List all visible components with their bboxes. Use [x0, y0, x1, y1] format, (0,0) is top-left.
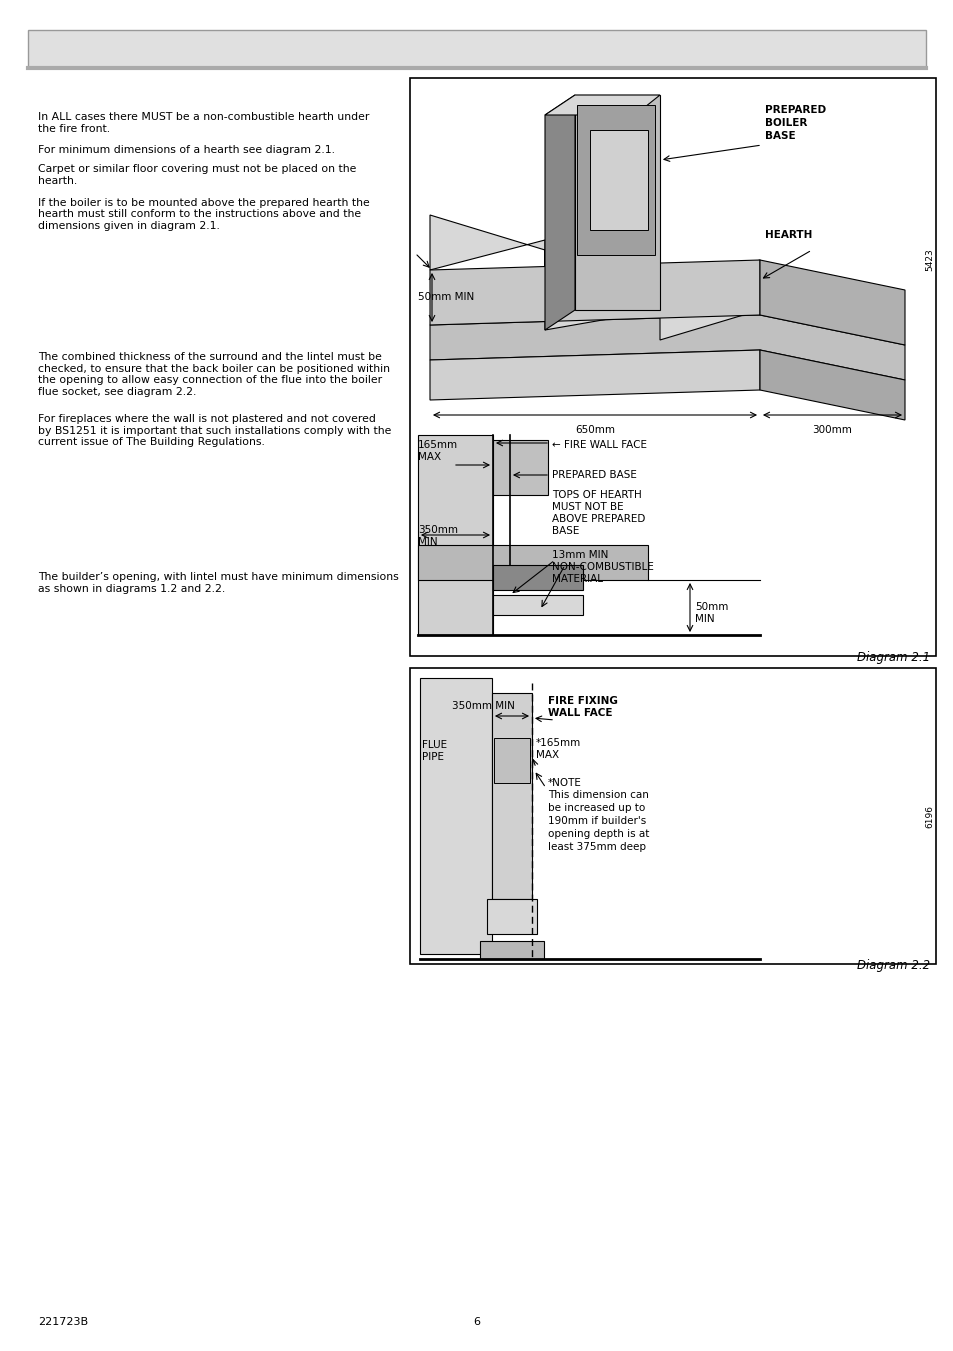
Text: MAX: MAX [417, 453, 440, 462]
Text: 350mm: 350mm [417, 526, 457, 535]
Polygon shape [430, 350, 760, 400]
Text: HEARTH: HEARTH [764, 230, 812, 240]
Text: 300mm: 300mm [811, 426, 851, 435]
Text: 50mm MIN: 50mm MIN [417, 292, 474, 303]
Bar [486, 898, 537, 934]
Bar [493, 594, 582, 615]
Bar [479, 942, 543, 959]
Text: This dimension can: This dimension can [547, 790, 648, 800]
Polygon shape [760, 259, 904, 345]
Bar [493, 440, 547, 494]
Bar [493, 565, 582, 590]
Polygon shape [760, 350, 904, 420]
Text: 221723B: 221723B [38, 1317, 88, 1327]
Bar [417, 435, 493, 635]
Text: BASE: BASE [552, 526, 578, 536]
Text: *165mm: *165mm [536, 738, 580, 748]
Text: PREPARED: PREPARED [764, 105, 825, 115]
Text: Diagram 2.1: Diagram 2.1 [856, 651, 929, 663]
Polygon shape [430, 315, 904, 380]
Polygon shape [544, 95, 575, 330]
Text: opening depth is at: opening depth is at [547, 830, 649, 839]
Bar [28, 30, 925, 68]
Bar [419, 678, 492, 954]
Text: WALL FACE: WALL FACE [547, 708, 612, 717]
Text: PREPARED BASE: PREPARED BASE [552, 470, 637, 480]
Text: MIN: MIN [695, 613, 714, 624]
Text: The combined thickness of the surround and the lintel must be
checked, to ensure: The combined thickness of the surround a… [38, 353, 390, 397]
Bar [410, 667, 935, 965]
Polygon shape [430, 259, 760, 326]
Text: BOILER: BOILER [764, 118, 806, 128]
Text: MIN: MIN [417, 536, 437, 547]
Bar [28, 68, 925, 70]
Text: The builder’s opening, with lintel must have minimum dimensions
as shown in diag: The builder’s opening, with lintel must … [38, 571, 398, 593]
Text: ABOVE PREPARED: ABOVE PREPARED [552, 513, 644, 524]
Text: least 375mm deep: least 375mm deep [547, 842, 645, 852]
Text: FLUE: FLUE [421, 740, 447, 750]
Text: *NOTE: *NOTE [547, 778, 581, 788]
Text: 50mm: 50mm [695, 603, 727, 612]
Text: 165mm: 165mm [417, 440, 457, 450]
Text: Carpet or similar floor covering must not be placed on the
hearth.: Carpet or similar floor covering must no… [38, 165, 356, 186]
Text: MATERIAL: MATERIAL [552, 574, 602, 584]
Text: In ALL cases there MUST be a non-combustible hearth under
the fire front.: In ALL cases there MUST be a non-combust… [38, 112, 369, 134]
Bar [410, 78, 935, 657]
Text: 190mm if builder's: 190mm if builder's [547, 816, 645, 825]
Text: For fireplaces where the wall is not plastered and not covered
by BS1251 it is i: For fireplaces where the wall is not pla… [38, 413, 391, 447]
Polygon shape [577, 105, 655, 255]
Bar [417, 544, 647, 580]
Text: MAX: MAX [536, 750, 558, 761]
Text: 6: 6 [473, 1317, 480, 1327]
Text: BASE: BASE [764, 131, 795, 141]
Text: PIPE: PIPE [421, 753, 443, 762]
Polygon shape [589, 130, 647, 230]
Text: NON-COMBUSTIBLE: NON-COMBUSTIBLE [552, 562, 653, 571]
Text: 350mm MIN: 350mm MIN [452, 701, 515, 711]
Text: ← FIRE WALL FACE: ← FIRE WALL FACE [552, 440, 646, 450]
Polygon shape [544, 95, 659, 115]
Text: For minimum dimensions of a hearth see diagram 2.1.: For minimum dimensions of a hearth see d… [38, 145, 335, 155]
Polygon shape [430, 215, 760, 340]
Text: If the boiler is to be mounted above the prepared hearth the
hearth must still c: If the boiler is to be mounted above the… [38, 197, 370, 231]
Text: 6196: 6196 [924, 804, 934, 828]
Bar [494, 738, 530, 784]
Text: Diagram 2.2: Diagram 2.2 [856, 959, 929, 971]
Text: 13mm MIN: 13mm MIN [552, 550, 608, 561]
Text: be increased up to: be increased up to [547, 802, 644, 813]
Text: TOPS OF HEARTH: TOPS OF HEARTH [552, 490, 641, 500]
Polygon shape [575, 95, 659, 309]
Text: MUST NOT BE: MUST NOT BE [552, 503, 623, 512]
Text: 5423: 5423 [924, 249, 934, 272]
Text: FIRE FIXING: FIRE FIXING [547, 696, 618, 707]
Bar [492, 693, 532, 898]
Text: 650mm: 650mm [575, 426, 615, 435]
